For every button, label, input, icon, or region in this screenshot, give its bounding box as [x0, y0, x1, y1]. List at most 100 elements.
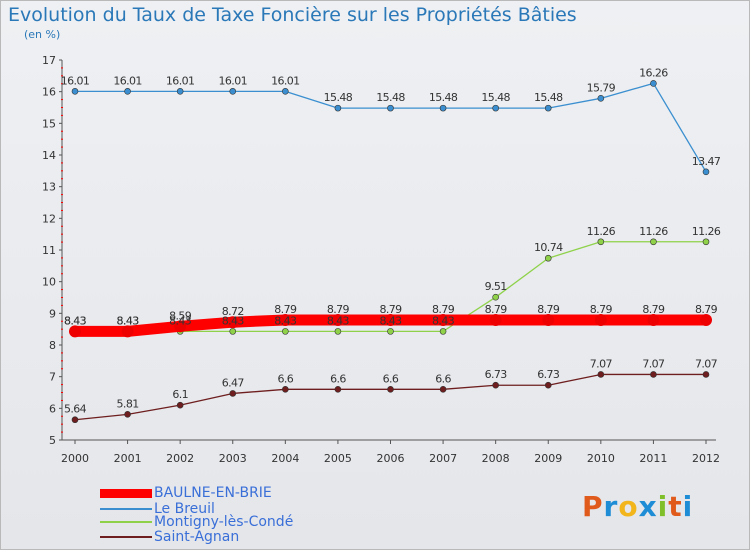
- data-label: 8.43: [169, 314, 192, 327]
- legend-label: Saint-Agnan: [154, 529, 240, 545]
- data-label: 7.07: [642, 357, 665, 370]
- y-axis-unit: (en %): [24, 28, 61, 41]
- data-point: [334, 328, 342, 335]
- data-label: 11.26: [639, 225, 668, 238]
- data-label: 16.01: [166, 74, 195, 87]
- data-point: [650, 80, 657, 87]
- data-label: 8.79: [327, 303, 350, 316]
- y-tick-label: 10: [42, 276, 56, 289]
- x-tick-label: 2012: [692, 452, 720, 465]
- data-point: [597, 371, 605, 378]
- data-point: [334, 386, 342, 393]
- data-point: [331, 313, 344, 326]
- x-tick-label: 2004: [271, 452, 299, 465]
- data-point: [229, 88, 237, 95]
- data-label: 8.43: [64, 314, 87, 327]
- data-point: [226, 316, 239, 329]
- data-point: [597, 238, 605, 246]
- x-tick-label: 2011: [639, 452, 667, 465]
- data-point: [439, 386, 447, 393]
- y-tick-label: 15: [42, 117, 56, 130]
- data-label: 6.73: [485, 368, 508, 381]
- y-tick-label: 9: [49, 307, 56, 320]
- data-point: [702, 371, 710, 378]
- data-point: [334, 104, 342, 112]
- data-label: 8.43: [274, 314, 297, 327]
- y-tick-label: 6: [49, 402, 56, 415]
- data-point: [282, 328, 289, 335]
- data-point: [439, 104, 447, 112]
- data-point: [71, 416, 79, 424]
- data-label: 15.79: [587, 81, 616, 94]
- x-tick-label: 2006: [377, 452, 405, 465]
- y-tick-label: 12: [42, 212, 56, 225]
- data-point: [387, 104, 394, 112]
- data-label: 9.51: [485, 280, 507, 293]
- data-label: 8.79: [379, 303, 402, 316]
- data-point: [492, 381, 499, 389]
- logo-letter: o: [618, 490, 639, 523]
- data-point: [176, 401, 184, 409]
- data-label: 6.1: [172, 388, 188, 401]
- legend-label: BAULNE-EN-BRIE: [154, 485, 272, 501]
- data-point: [542, 313, 555, 326]
- logo-letter: i: [682, 490, 694, 523]
- data-label: 6.6: [330, 372, 346, 385]
- y-tick-label: 14: [42, 149, 56, 162]
- data-label: 15.48: [376, 91, 405, 104]
- legend-item-montigny: Montigny-lès-Condé: [100, 514, 293, 530]
- data-label: 8.79: [274, 303, 297, 316]
- y-tick-label: 13: [42, 181, 56, 194]
- data-point: [279, 313, 292, 326]
- data-point: [489, 313, 502, 326]
- data-label: 15.48: [481, 91, 510, 104]
- data-point: [597, 95, 605, 102]
- data-label: 15.48: [429, 91, 458, 104]
- data-label: 6.47: [222, 376, 245, 389]
- proxiti-logo: Proxiti: [582, 490, 693, 523]
- data-point: [121, 325, 134, 338]
- data-point: [439, 328, 447, 335]
- data-point: [594, 313, 607, 326]
- logo-letter: P: [582, 490, 604, 523]
- y-tick-label: 8: [49, 339, 56, 352]
- data-point: [124, 411, 131, 418]
- legend-swatch: [100, 508, 152, 510]
- data-point: [650, 371, 657, 378]
- data-label: 8.43: [117, 314, 140, 327]
- data-label: 6.6: [435, 372, 451, 385]
- data-point: [71, 88, 79, 95]
- legend-item-le-breuil: Le Breuil: [100, 501, 215, 517]
- data-point: [282, 88, 289, 95]
- data-label: 8.43: [432, 314, 455, 327]
- data-label: 8.43: [64, 314, 87, 327]
- data-point: [174, 320, 187, 333]
- data-point: [492, 104, 499, 112]
- data-label: 8.43: [379, 314, 402, 327]
- data-label: 7.07: [590, 357, 613, 370]
- y-tick-label: 17: [42, 54, 56, 67]
- legend-label: Le Breuil: [154, 501, 215, 517]
- data-label: 15.48: [324, 91, 353, 104]
- data-label: 6.73: [537, 368, 560, 381]
- data-point: [437, 313, 450, 326]
- x-tick-label: 2008: [482, 452, 510, 465]
- x-tick-label: 2002: [166, 452, 194, 465]
- data-label: 6.6: [277, 372, 293, 385]
- data-point: [544, 254, 552, 262]
- x-tick-label: 2010: [587, 452, 615, 465]
- data-point: [544, 104, 552, 112]
- legend-swatch: [100, 488, 152, 498]
- logo-letter: x: [638, 490, 658, 523]
- data-label: 10.74: [534, 241, 563, 254]
- data-label: 8.79: [695, 303, 718, 316]
- data-label: 6.6: [383, 372, 399, 385]
- x-tick-label: 2001: [114, 452, 142, 465]
- data-point: [69, 325, 81, 338]
- data-point: [124, 88, 131, 95]
- data-label: 8.72: [222, 305, 244, 318]
- y-tick-label: 16: [42, 86, 56, 99]
- legend-swatch: [100, 536, 152, 538]
- x-tick-label: 2000: [61, 452, 89, 465]
